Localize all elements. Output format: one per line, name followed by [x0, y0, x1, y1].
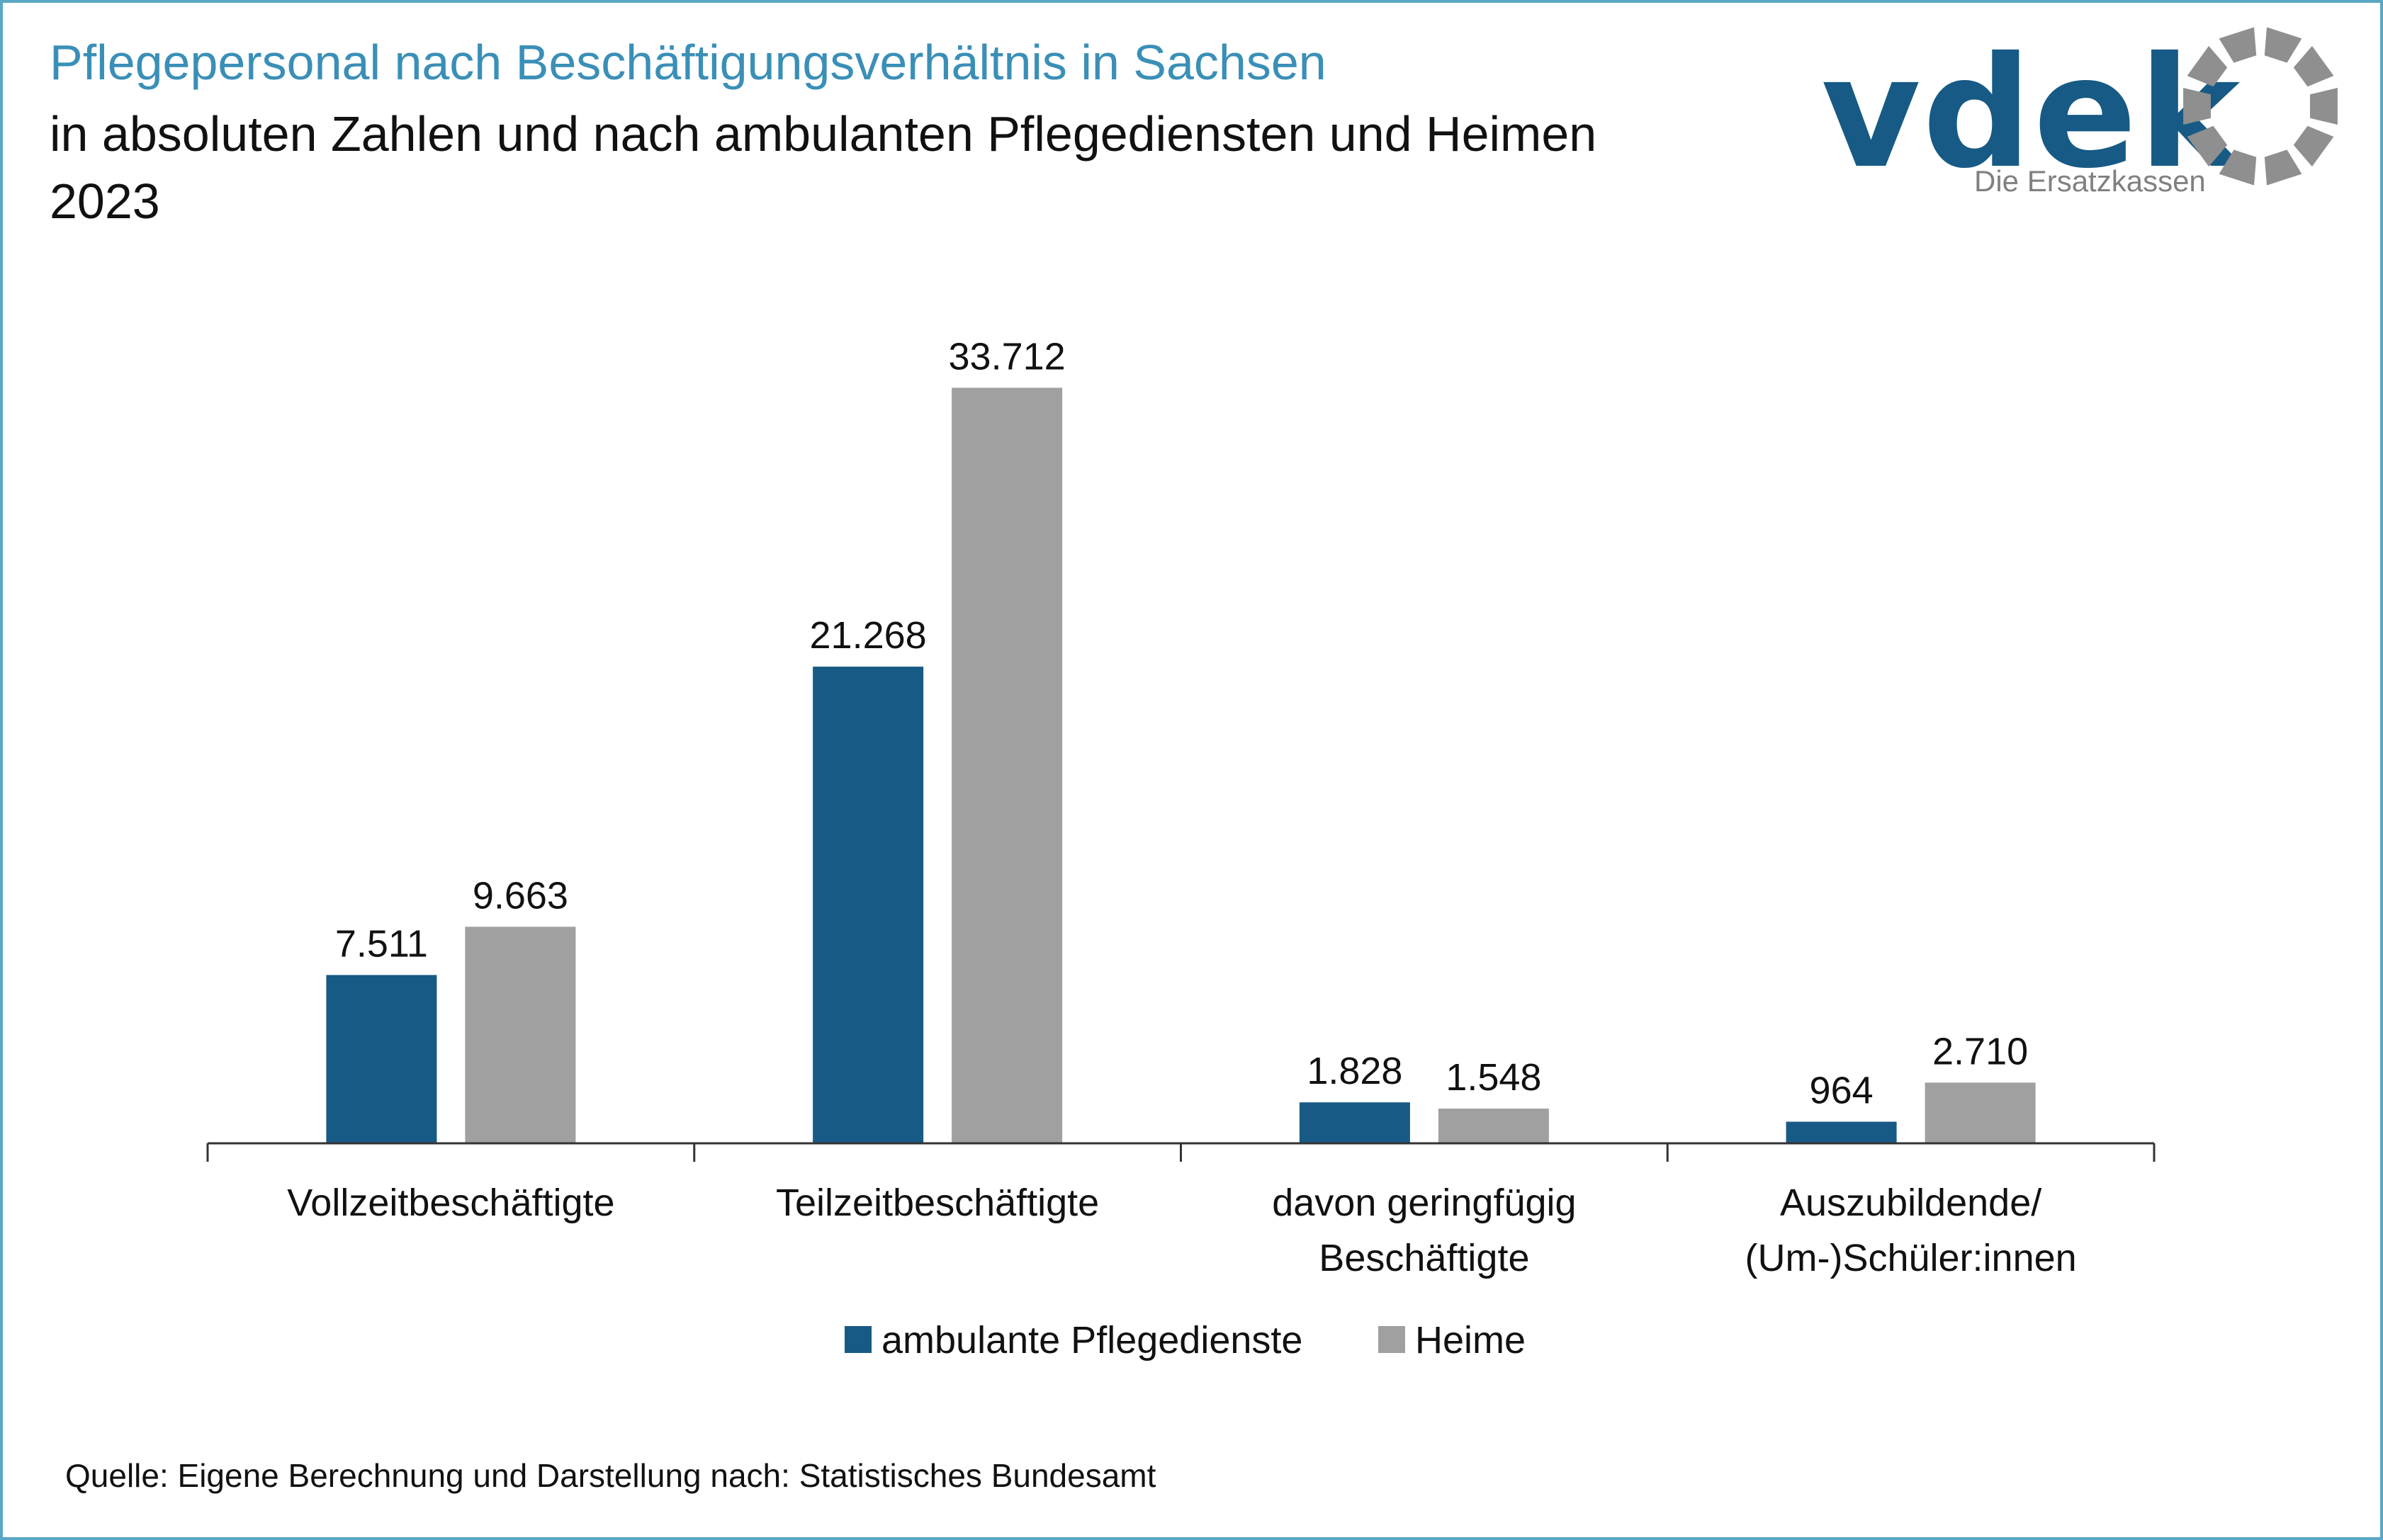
- x-tick-label: Vollzeitbeschäftigte: [287, 1182, 614, 1224]
- logo-ring-segment: [2219, 27, 2257, 63]
- data-label: 2.710: [1932, 1030, 2028, 1072]
- x-tick-label: davon geringfügig: [1272, 1182, 1576, 1224]
- chart-subtitle: in absoluten Zahlen und nach ambulanten …: [50, 101, 1596, 235]
- logo-tagline: Die Ersatzkassen: [1974, 164, 2206, 198]
- data-label: 964: [1810, 1070, 1874, 1112]
- chart-subtitle-line-1: in absoluten Zahlen und nach ambulanten …: [50, 106, 1597, 162]
- bar-ambulant-0: [326, 975, 437, 1143]
- logo-wordmark: vdek: [1821, 24, 2242, 202]
- logo-ring-segment: [2187, 45, 2228, 87]
- ring-of-segments-icon: [2183, 27, 2338, 186]
- chart-subtitle-line-2: 2023: [50, 174, 160, 230]
- bar-heime-0: [465, 927, 576, 1143]
- data-label: 7.511: [335, 922, 428, 965]
- logo-ring-segment: [2264, 27, 2302, 63]
- logo-ring-segment: [2183, 88, 2211, 125]
- x-tick-label: Beschäftigte: [1319, 1237, 1529, 1279]
- logo-ring-segment: [2187, 125, 2228, 167]
- bar-ambulant-1: [813, 667, 924, 1143]
- logo-ring-segment: [2264, 149, 2302, 186]
- data-label: 21.268: [810, 614, 927, 657]
- bar-heime-2: [1438, 1109, 1549, 1143]
- bar-heime-1: [952, 387, 1063, 1143]
- logo-ring-segment: [2293, 45, 2334, 87]
- data-label: 9.663: [473, 874, 568, 917]
- x-tick-label: (Um-)Schüler:innen: [1745, 1237, 2077, 1279]
- logo-ring-segment: [2310, 88, 2338, 125]
- data-label: 1.548: [1446, 1056, 1541, 1099]
- legend-swatch-1: [1378, 1326, 1405, 1353]
- logo-ring-segment: [2219, 149, 2257, 186]
- legend-label-1: Heime: [1415, 1319, 1526, 1361]
- legend-swatch-0: [845, 1326, 872, 1353]
- bar-ambulant-3: [1786, 1121, 1897, 1143]
- chart-title: Pflegepersonal nach Beschäftigungsverhäl…: [50, 35, 1326, 90]
- x-tick-label: Auszubildende/: [1780, 1182, 2041, 1224]
- legend-label-0: ambulante Pflegedienste: [881, 1319, 1302, 1361]
- vdek-logo: vdek Die Ersatzkassen: [1814, 17, 2353, 201]
- data-label: 33.712: [949, 335, 1066, 378]
- logo-ring-segment: [2293, 125, 2334, 167]
- bar-heime-3: [1925, 1082, 2036, 1143]
- x-tick-label: Teilzeitbeschäftigte: [776, 1182, 1099, 1224]
- bar-ambulant-2: [1299, 1102, 1410, 1143]
- data-label: 1.828: [1307, 1050, 1402, 1092]
- source-note: Quelle: Eigene Berechnung und Darstellun…: [65, 1457, 1156, 1494]
